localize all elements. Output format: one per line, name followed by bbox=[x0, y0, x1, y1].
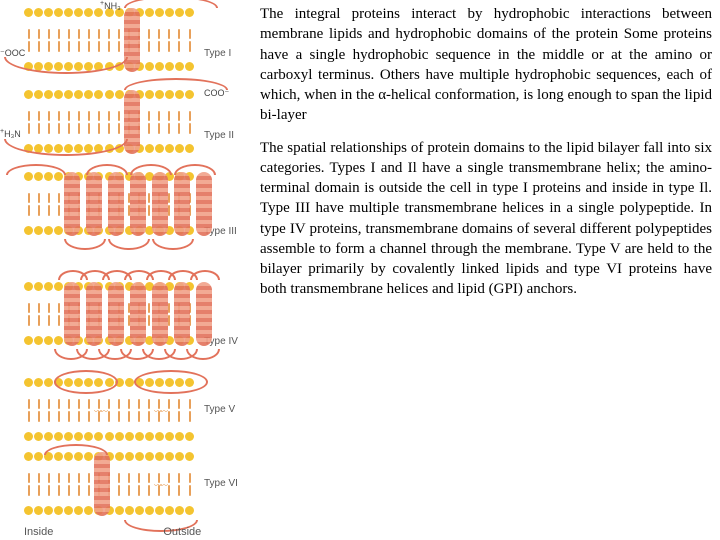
paragraph-2: The spatial relationships of protein dom… bbox=[260, 138, 712, 300]
transmembrane-helix bbox=[130, 172, 146, 236]
lipid-anchor: 〰〰 bbox=[154, 480, 166, 491]
terminal-label: +NH₃ bbox=[100, 0, 121, 11]
transmembrane-helix bbox=[108, 282, 124, 346]
lipid-anchor: 〰〰 bbox=[154, 406, 166, 417]
page-root: Type IType IIType IIIType IVType V〰〰〰〰Ty… bbox=[0, 0, 720, 540]
terminal-label: ⁻OOC bbox=[0, 48, 25, 59]
type-label: Type VI bbox=[204, 478, 238, 489]
transmembrane-helix bbox=[196, 282, 212, 346]
protein-loop bbox=[134, 370, 208, 394]
transmembrane-helix bbox=[64, 172, 80, 236]
inside-label: Inside bbox=[24, 526, 53, 538]
type-label: Type V bbox=[204, 404, 235, 415]
transmembrane-helix bbox=[64, 282, 80, 346]
transmembrane-helix bbox=[86, 282, 102, 346]
transmembrane-helix bbox=[174, 282, 190, 346]
transmembrane-helix bbox=[174, 172, 190, 236]
paragraph-1: The integral proteins interact by hydrop… bbox=[260, 4, 712, 126]
orientation-labels: Inside Outside bbox=[0, 526, 260, 538]
membrane-diagram: Type IType IIType IIIType IVType V〰〰〰〰Ty… bbox=[0, 0, 260, 540]
transmembrane-helix bbox=[108, 172, 124, 236]
transmembrane-helix bbox=[152, 282, 168, 346]
transmembrane-helix bbox=[94, 452, 110, 516]
terminal-label: COO⁻ bbox=[204, 88, 229, 99]
transmembrane-helix bbox=[86, 172, 102, 236]
type-label: Type II bbox=[204, 130, 234, 141]
lipid-anchor: 〰〰 bbox=[94, 406, 106, 417]
transmembrane-helix bbox=[152, 172, 168, 236]
transmembrane-helix bbox=[196, 172, 212, 236]
type-label: Type I bbox=[204, 48, 231, 59]
text-column: The integral proteins interact by hydrop… bbox=[260, 0, 720, 540]
terminal-label: +H₃N bbox=[0, 128, 21, 139]
transmembrane-helix bbox=[130, 282, 146, 346]
protein-loop bbox=[54, 370, 118, 394]
transmembrane-helix bbox=[124, 8, 140, 72]
transmembrane-helix bbox=[124, 90, 140, 154]
outside-label: Outside bbox=[163, 526, 201, 538]
